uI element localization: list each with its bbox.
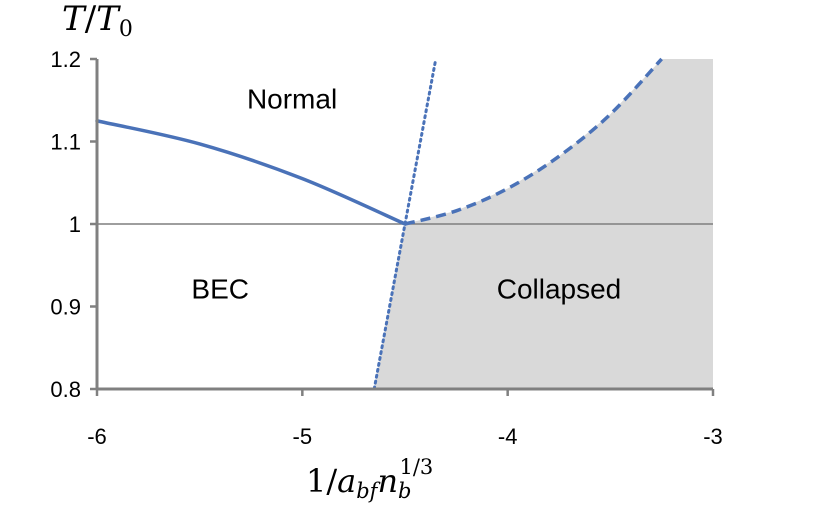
x-tick-label: -6 bbox=[87, 424, 107, 449]
series-solid-line bbox=[95, 119, 407, 226]
x-tick-label: -3 bbox=[703, 424, 723, 449]
axes: 0.8 0.9 1 1.1 1.2 -6 -5 -4 -3 bbox=[50, 47, 722, 449]
y-tick-label: 0.8 bbox=[50, 377, 81, 402]
annotation-bec: BEC bbox=[191, 273, 249, 304]
y-tick-label: 0.9 bbox=[50, 295, 81, 320]
x-axis-title: 1/abfnb1/3 bbox=[306, 455, 433, 503]
x-tick-label: -4 bbox=[498, 424, 518, 449]
y-axis-title: T/T0 bbox=[62, 0, 133, 42]
y-tick-label: 1.1 bbox=[50, 130, 81, 155]
series-dashed-line bbox=[404, 57, 663, 226]
y-tick-label: 1.2 bbox=[50, 47, 81, 72]
plot-area: Normal BEC Collapsed bbox=[95, 57, 713, 391]
annotation-collapsed: Collapsed bbox=[497, 273, 622, 304]
y-tick-label: 1 bbox=[69, 212, 81, 237]
annotation-normal: Normal bbox=[247, 84, 337, 115]
x-tick-label: -5 bbox=[293, 424, 313, 449]
